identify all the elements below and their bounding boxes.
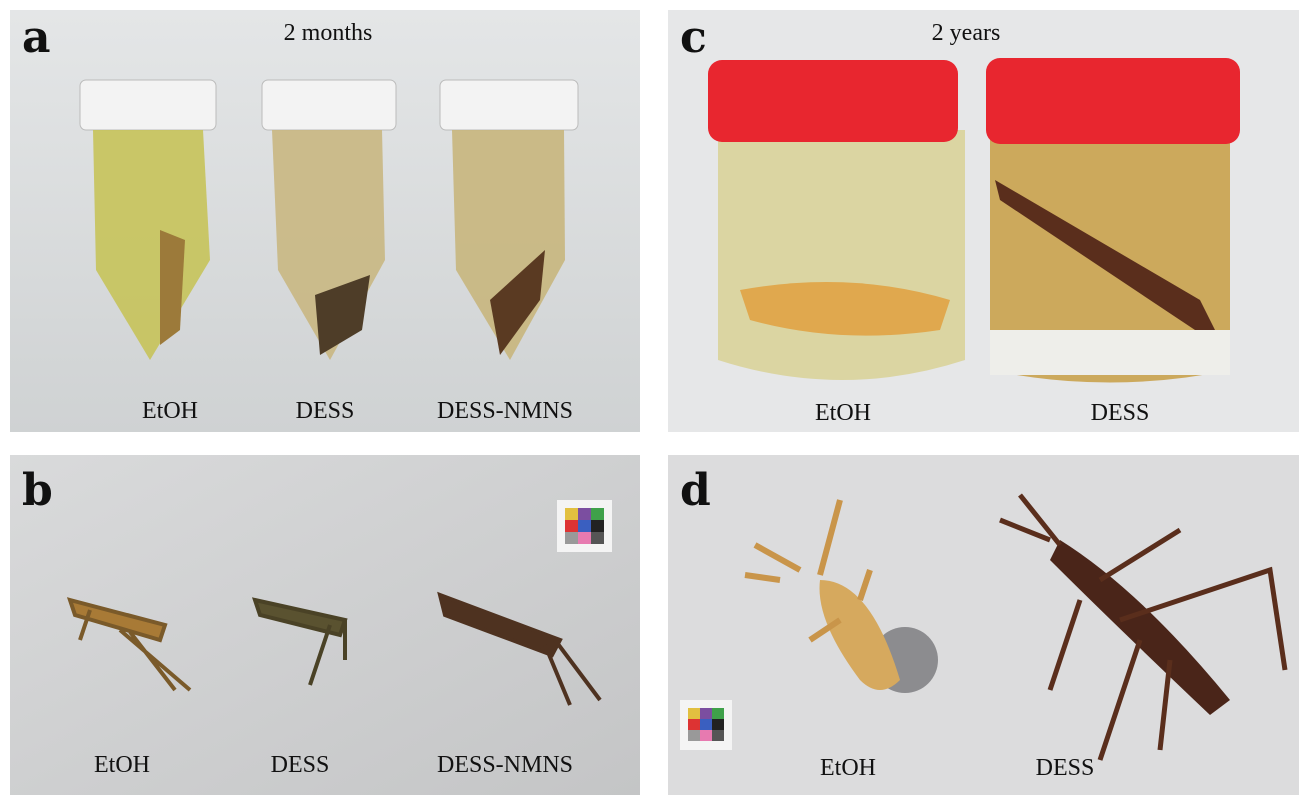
color-checker (557, 500, 612, 552)
jar (986, 58, 1240, 383)
panel-b: b EtOH DESS DESS-NMNS (10, 455, 640, 795)
panel-d: d EtOH DESS (668, 455, 1299, 795)
label: EtOH (815, 400, 871, 426)
label: DESS (1091, 400, 1150, 426)
label: EtOH (94, 752, 150, 778)
color-checker (680, 700, 732, 750)
label: DESS-NMNS (437, 752, 573, 778)
tube (261, 79, 397, 360)
panel-letter: d (680, 465, 711, 516)
label: DESS (296, 398, 355, 424)
tube (79, 79, 217, 360)
panel-a: a 2 months EtOH DESS DESS-NMNS (10, 10, 640, 432)
panel-caption: 2 months (284, 20, 373, 46)
jar (708, 60, 965, 380)
label: DESS (271, 752, 330, 778)
panel-letter: b (22, 465, 53, 516)
panel-letter: a (22, 12, 51, 63)
panel-c: c 2 years EtOH DESS (668, 10, 1299, 432)
tube (439, 79, 579, 360)
label: EtOH (820, 755, 876, 781)
panel-letter: c (680, 12, 707, 63)
label: EtOH (142, 398, 198, 424)
label: DESS (1036, 755, 1095, 781)
panel-caption: 2 years (932, 20, 1001, 46)
label: DESS-NMNS (437, 398, 573, 424)
